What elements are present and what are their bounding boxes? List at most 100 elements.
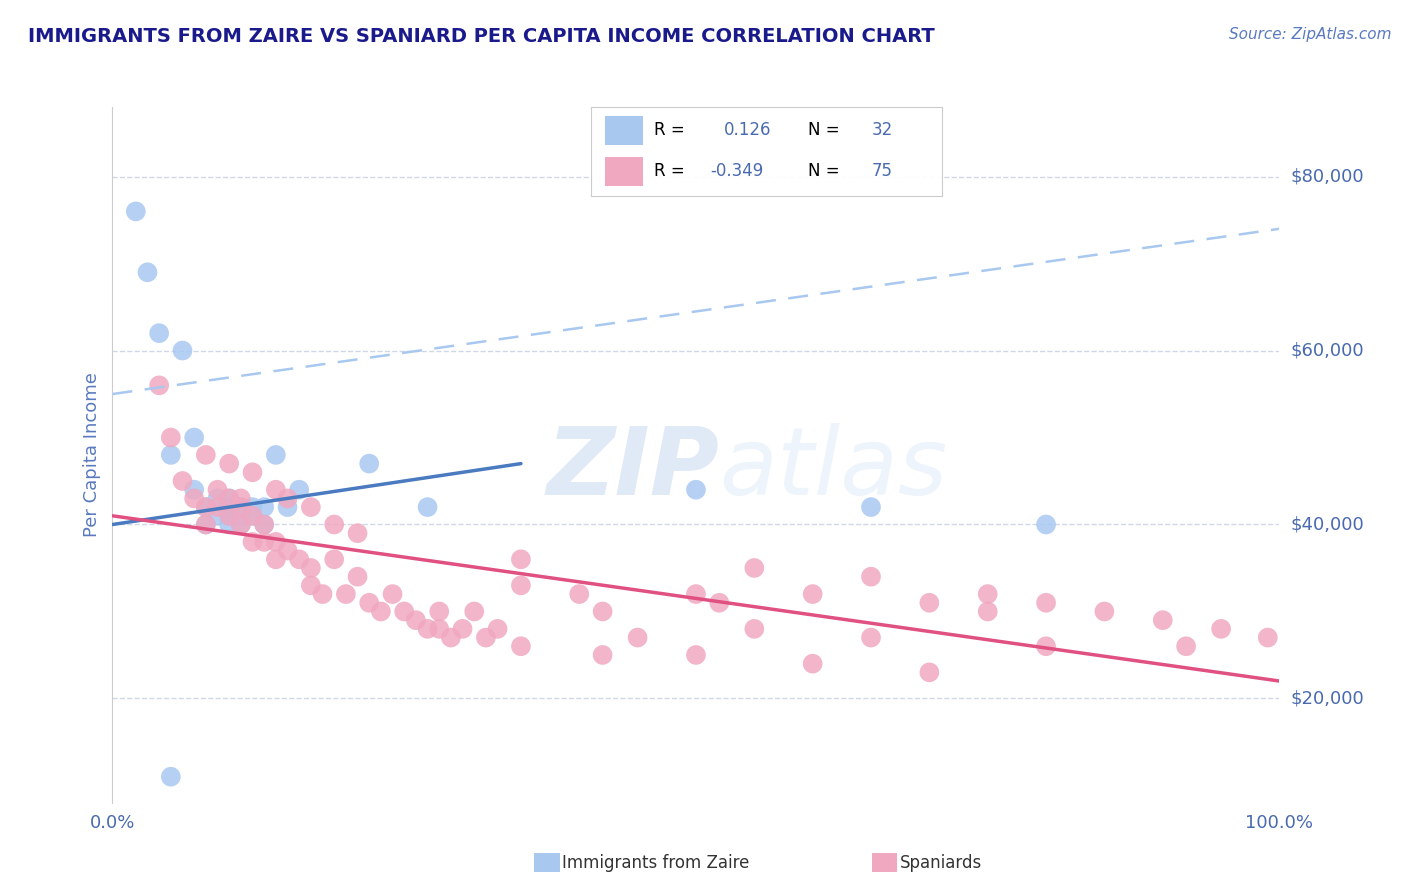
Text: N =: N =: [808, 162, 839, 180]
Point: [1175, 639, 1198, 653]
Text: R =: R =: [654, 120, 685, 139]
Point: [1092, 605, 1115, 619]
Point: [311, 587, 333, 601]
Point: [359, 457, 381, 471]
Point: [183, 491, 205, 506]
Point: [427, 605, 450, 619]
Point: [160, 431, 183, 445]
Point: [264, 483, 287, 497]
Point: [685, 648, 707, 662]
Point: [264, 448, 287, 462]
Point: [323, 552, 346, 566]
Point: [427, 622, 450, 636]
Point: [299, 578, 322, 592]
Point: [218, 508, 240, 523]
Text: -0.349: -0.349: [710, 162, 763, 180]
Point: [323, 517, 346, 532]
Text: ZIP: ZIP: [547, 423, 720, 515]
Point: [859, 570, 883, 584]
Point: [229, 500, 252, 514]
Text: $80,000: $80,000: [1291, 168, 1364, 186]
Point: [1152, 613, 1174, 627]
Point: [264, 552, 287, 566]
Point: [276, 500, 298, 514]
Point: [416, 500, 439, 514]
Point: [194, 500, 217, 514]
Point: [1257, 631, 1279, 645]
Point: [381, 587, 404, 601]
Point: [242, 508, 264, 523]
Point: [592, 648, 614, 662]
Point: [859, 500, 883, 514]
Text: $20,000: $20,000: [1291, 690, 1364, 707]
Point: [801, 587, 824, 601]
FancyBboxPatch shape: [605, 116, 644, 145]
Text: IMMIGRANTS FROM ZAIRE VS SPANIARD PER CAPITA INCOME CORRELATION CHART: IMMIGRANTS FROM ZAIRE VS SPANIARD PER CA…: [28, 27, 935, 45]
Point: [392, 605, 416, 619]
Text: 75: 75: [872, 162, 893, 180]
Point: [509, 639, 531, 653]
Text: 0.126: 0.126: [724, 120, 772, 139]
Point: [568, 587, 591, 601]
Point: [229, 517, 252, 532]
Point: [346, 570, 368, 584]
Text: N =: N =: [808, 120, 839, 139]
Point: [148, 378, 170, 392]
Point: [218, 500, 240, 514]
Point: [253, 517, 276, 532]
Point: [288, 483, 311, 497]
Point: [229, 491, 252, 506]
Point: [685, 483, 707, 497]
Point: [359, 596, 381, 610]
Point: [486, 622, 509, 636]
Point: [276, 543, 298, 558]
Point: [742, 622, 765, 636]
Point: [242, 500, 264, 514]
Point: [125, 204, 148, 219]
Point: [253, 517, 276, 532]
Point: [218, 491, 240, 506]
Point: [207, 508, 229, 523]
Point: [207, 483, 229, 497]
Point: [253, 500, 276, 514]
Text: R =: R =: [654, 162, 685, 180]
Point: [451, 622, 474, 636]
Text: Spaniards: Spaniards: [900, 855, 981, 872]
Point: [207, 500, 229, 514]
Point: [136, 265, 159, 279]
Point: [475, 631, 498, 645]
Point: [346, 526, 368, 541]
Point: [229, 517, 252, 532]
Point: [299, 500, 322, 514]
Point: [183, 483, 205, 497]
Point: [335, 587, 357, 601]
Text: $60,000: $60,000: [1291, 342, 1364, 359]
Text: Source: ZipAtlas.com: Source: ZipAtlas.com: [1229, 27, 1392, 42]
Point: [194, 500, 217, 514]
Point: [416, 622, 439, 636]
Point: [299, 561, 322, 575]
Point: [288, 552, 311, 566]
Point: [685, 587, 707, 601]
Point: [242, 466, 264, 480]
Point: [194, 517, 217, 532]
Point: [242, 534, 264, 549]
Point: [918, 665, 941, 680]
Point: [218, 508, 240, 523]
Text: 32: 32: [872, 120, 893, 139]
Point: [370, 605, 392, 619]
Point: [405, 613, 427, 627]
Text: Immigrants from Zaire: Immigrants from Zaire: [562, 855, 749, 872]
Point: [218, 491, 240, 506]
Point: [218, 500, 240, 514]
Point: [172, 343, 194, 358]
Text: $40,000: $40,000: [1291, 516, 1364, 533]
Point: [801, 657, 824, 671]
Point: [627, 631, 650, 645]
Point: [918, 596, 941, 610]
Point: [509, 578, 531, 592]
Point: [742, 561, 765, 575]
Point: [709, 596, 731, 610]
Point: [218, 457, 240, 471]
Y-axis label: Per Capita Income: Per Capita Income: [83, 373, 101, 537]
